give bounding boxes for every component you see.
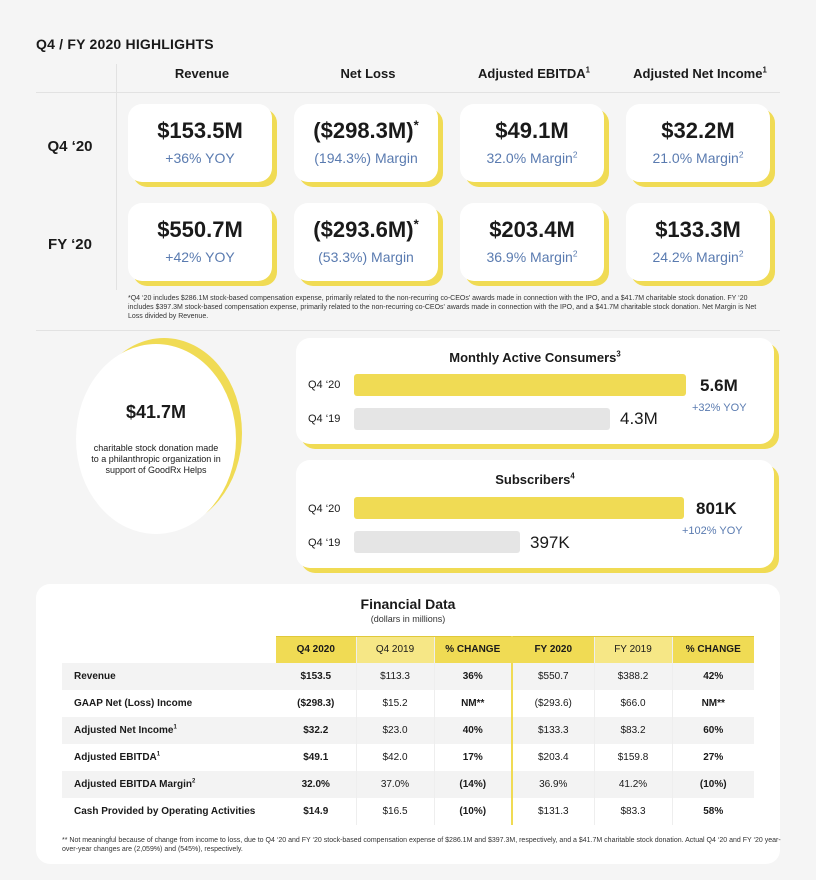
subs-title: Subscribers4 xyxy=(495,471,575,487)
col-fy-change: % CHANGE xyxy=(671,636,754,663)
table-row: GAAP Net (Loss) Income ($298.3) $15.2 NM… xyxy=(62,689,754,717)
subs-bar-q4-20 xyxy=(354,497,684,519)
subs-row2-value: 397K xyxy=(530,533,570,552)
footnote-net-loss: *Q4 ‘20 includes $286.1M stock-based com… xyxy=(128,295,757,320)
col-q4-2019: Q4 2019 xyxy=(355,636,434,663)
donation-description: charitable stock donation made to a phil… xyxy=(91,443,221,475)
subs-yoy: +102% YOY xyxy=(682,525,743,537)
card-fy-net-loss: ($293.6M)* (53.3%) Margin xyxy=(294,203,438,281)
subs-panel: Subscribers4 Q4 ‘20 801K Q4 ‘19 397K +10… xyxy=(296,460,774,568)
table-row: Adjusted EBITDA1 $49.1 $42.0 17% $203.4 … xyxy=(62,743,754,771)
donation-amount: $41.7M xyxy=(125,402,187,422)
col-header-net-loss: Net Loss xyxy=(340,66,396,81)
page-title: Q4 / FY 2020 HIGHLIGHTS xyxy=(36,36,214,52)
card-fy-adj-net-income: $133.3M 24.2% Margin2 xyxy=(626,203,770,281)
mac-row2-label: Q4 ‘19 xyxy=(308,413,341,425)
header-divider-top xyxy=(36,92,780,93)
financial-data-subtitle: (dollars in millions) xyxy=(370,614,446,624)
subs-row1-label: Q4 ‘20 xyxy=(308,503,341,515)
col-header-revenue: Revenue xyxy=(174,66,230,81)
subs-row2-label: Q4 ‘19 xyxy=(308,537,341,549)
table-row: Cash Provided by Operating Activities $1… xyxy=(62,797,754,825)
card-q4-net-loss: ($298.3M)* (194.3%) Margin xyxy=(294,104,438,182)
col-header-adj-net-income: Adjusted Net Income1 xyxy=(633,65,767,81)
mac-bar-q4-19 xyxy=(354,408,610,430)
mac-panel: Monthly Active Consumers3 Q4 ‘20 5.6M Q4… xyxy=(296,338,774,444)
row-header-q4: Q4 ‘20 xyxy=(47,138,93,155)
card-q4-adj-net-income: $32.2M 21.0% Margin2 xyxy=(626,104,770,182)
donation-circle: $41.7M charitable stock donation made to… xyxy=(76,344,236,534)
table-row: Revenue $153.5 $113.3 36% $550.7 $388.2 … xyxy=(62,662,754,690)
col-q4-change: % CHANGE xyxy=(433,636,512,663)
financial-data-card: Financial Data (dollars in millions) Q4 … xyxy=(36,584,781,864)
footnote-not-meaningful: ** Not meaningful because of change from… xyxy=(62,837,781,853)
col-header-adj-ebitda: Adjusted EBITDA1 xyxy=(478,65,590,81)
mac-row1-label: Q4 ‘20 xyxy=(308,379,341,391)
financial-data-table: Q4 2020 Q4 2019 % CHANGE FY 2020 FY 2019… xyxy=(62,636,754,825)
table-row: Adjusted Net Income1 $32.2 $23.0 40% $13… xyxy=(62,716,754,744)
section-divider xyxy=(36,330,780,331)
col-fy-2020: FY 2020 xyxy=(511,636,594,663)
col-q4-2020: Q4 2020 xyxy=(276,636,356,663)
row-header-fy: FY ‘20 xyxy=(48,236,92,253)
mac-title: Monthly Active Consumers3 xyxy=(449,349,621,365)
table-header-row: Q4 2020 Q4 2019 % CHANGE FY 2020 FY 2019… xyxy=(62,636,754,663)
mac-yoy: +32% YOY xyxy=(692,402,747,414)
card-fy-revenue: $550.7M +42% YOY xyxy=(128,203,272,281)
subs-bar-q4-19 xyxy=(354,531,520,553)
column-divider xyxy=(116,64,117,290)
financial-data-title: Financial Data xyxy=(360,596,456,612)
card-fy-adj-ebitda: $203.4M 36.9% Margin2 xyxy=(460,203,604,281)
card-q4-adj-ebitda: $49.1M 32.0% Margin2 xyxy=(460,104,604,182)
card-q4-revenue: $153.5M +36% YOY xyxy=(128,104,272,182)
mac-row1-value: 5.6M xyxy=(700,376,738,395)
col-fy-2019: FY 2019 xyxy=(593,636,672,663)
table-row: Adjusted EBITDA Margin2 32.0% 37.0% (14%… xyxy=(62,770,754,798)
subs-row1-value: 801K xyxy=(696,499,737,518)
mac-row2-value: 4.3M xyxy=(620,409,658,428)
mac-bar-q4-20 xyxy=(354,374,686,396)
